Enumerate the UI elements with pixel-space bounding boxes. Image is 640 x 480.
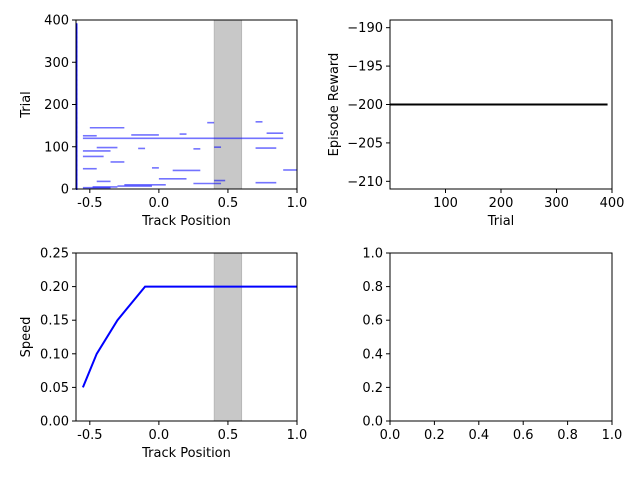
axes-frame	[389, 252, 613, 422]
goal-region	[213, 252, 243, 422]
y-axis-label: Speed	[19, 317, 34, 358]
y-axis-label: Episode Reward	[327, 53, 342, 157]
x-tick-label: 1.0	[287, 428, 308, 443]
x-axis-label: Track Position	[141, 214, 231, 229]
y-tick-label: −210	[347, 175, 383, 190]
y-tick-label: 1.0	[362, 247, 383, 262]
y-tick-label: 0.25	[40, 247, 69, 262]
x-tick-label: 0.5	[218, 428, 239, 443]
x-tick-label: 100	[433, 196, 458, 211]
x-tick-label: 1.0	[602, 428, 623, 443]
x-axis-label: Trial	[487, 214, 515, 229]
x-tick-label: 0.0	[380, 428, 401, 443]
y-axis-label: Trial	[19, 91, 34, 119]
x-tick-label: -0.5	[77, 428, 102, 443]
x-tick-label: 1.0	[287, 196, 308, 211]
axes-frame	[75, 252, 298, 422]
y-tick-label: 0.0	[362, 415, 383, 430]
y-tick-label: 200	[44, 98, 69, 113]
y-tick-label: 0	[61, 183, 69, 198]
track-panel: -0.5 0.0 0.5 1.0 0 100 200 300 400 Track Position…	[19, 14, 307, 230]
x-axis-label: Track Position	[141, 446, 231, 461]
x-tick-label: 0.6	[513, 428, 534, 443]
y-tick-label: −190	[347, 21, 383, 36]
y-tick-label: 0.00	[40, 415, 69, 430]
y-tick-label: 0.4	[362, 347, 383, 362]
empty-panel: 0.0 0.2 0.4 0.6 0.8 1.0 0.0 0.2 0.4 0.6 0.8 1.0	[362, 247, 622, 444]
x-tick-label: 300	[544, 196, 569, 211]
y-tick-label: 0.6	[362, 314, 383, 329]
axes-frame	[75, 19, 298, 190]
y-tick-label: −195	[347, 60, 383, 75]
y-tick-label: −200	[347, 98, 383, 113]
x-tick-label: 0.0	[149, 196, 170, 211]
x-tick-label: 0.5	[218, 196, 239, 211]
x-tick-label: 0.0	[149, 428, 170, 443]
y-tick-label: 300	[44, 56, 69, 71]
y-tick-label: 100	[44, 140, 69, 155]
reward-panel: 100 200 300 400 −190 −195 −200 −205 −210 Trial Epi…	[327, 19, 625, 229]
y-tick-label: 0.20	[40, 280, 69, 295]
y-tick-label: 0.05	[40, 381, 69, 396]
y-tick-label: 0.15	[40, 314, 69, 329]
x-tick-label: 400	[600, 196, 625, 211]
speed-panel: -0.5 0.0 0.5 1.0 0.00 0.05 0.10 0.15 0.20 0.25 Tra…	[19, 247, 307, 462]
series-line	[81, 285, 297, 388]
x-tick-label: -0.5	[77, 196, 102, 211]
x-tick-label: 0.2	[424, 428, 445, 443]
y-tick-label: 0.2	[362, 381, 383, 396]
x-tick-label: 0.4	[468, 428, 489, 443]
y-tick-label: 0.10	[40, 347, 69, 362]
x-tick-label: 0.8	[557, 428, 578, 443]
y-tick-label: 400	[44, 14, 69, 29]
x-tick-label: 200	[489, 196, 514, 211]
y-tick-label: −205	[347, 136, 383, 151]
goal-region	[213, 19, 243, 190]
y-tick-label: 0.8	[362, 280, 383, 295]
